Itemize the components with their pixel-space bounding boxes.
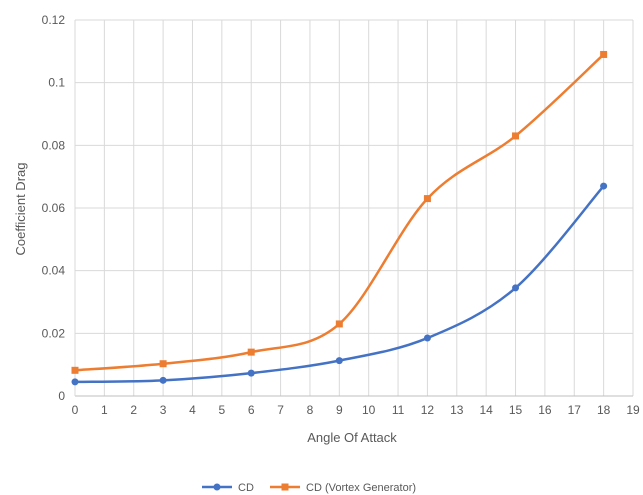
series-2-point	[423, 195, 431, 203]
series-1-point	[512, 284, 520, 292]
y-axis-title: Coefficient Drag	[13, 163, 28, 256]
y-tick-label: 0.02	[42, 326, 66, 340]
x-tick-label: 4	[189, 403, 196, 417]
gridlines	[75, 19, 634, 396]
series-1-point	[423, 334, 431, 342]
series-2-point	[512, 132, 520, 140]
series-2-point	[71, 366, 79, 374]
x-tick-label: 5	[218, 403, 225, 417]
y-tick-label: 0.12	[42, 13, 66, 27]
x-tick-label: 7	[277, 403, 284, 417]
x-tick-label: 1	[101, 403, 108, 417]
x-tick-label: 18	[597, 403, 611, 417]
series-1-point	[335, 357, 343, 365]
x-tick-label: 13	[450, 403, 464, 417]
y-tick-label: 0.06	[42, 201, 66, 215]
series-2-point	[159, 360, 167, 368]
series-1-point	[247, 369, 255, 377]
x-tick-label: 8	[307, 403, 314, 417]
x-tick-label: 12	[421, 403, 435, 417]
series-1-point	[159, 376, 167, 384]
series-1-point	[71, 378, 79, 386]
x-tick-label: 6	[248, 403, 255, 417]
series-1-point	[600, 182, 608, 190]
y-tick-label: 0.1	[48, 76, 65, 90]
x-tick-label: 15	[509, 403, 523, 417]
series-2-point	[600, 50, 608, 58]
data-points	[71, 50, 608, 386]
legend-marker-1	[213, 483, 221, 491]
series-2-point	[247, 348, 255, 356]
x-tick-label: 0	[72, 403, 79, 417]
legend-label-1: CD	[238, 482, 254, 494]
y-tick-label: 0.04	[42, 264, 66, 278]
x-tick-label: 16	[538, 403, 552, 417]
legend-marker-2	[281, 483, 289, 491]
x-tick-label: 2	[130, 403, 137, 417]
y-tick-label: 0.08	[42, 138, 66, 152]
x-tick-label: 9	[336, 403, 343, 417]
x-tick-label: 14	[479, 403, 493, 417]
x-tick-label: 19	[626, 403, 640, 417]
x-tick-label: 10	[362, 403, 376, 417]
x-tick-label: 17	[568, 403, 582, 417]
y-tick-label: 0	[58, 389, 65, 403]
x-tick-label: 3	[160, 403, 167, 417]
legend: CD CD (Vortex Generator)	[202, 482, 416, 494]
x-tick-label: 11	[392, 403, 405, 417]
axes	[74, 20, 633, 397]
x-axis-title: Angle Of Attack	[307, 430, 397, 445]
legend-label-2: CD (Vortex Generator)	[306, 482, 416, 494]
series-2-point	[335, 320, 343, 328]
